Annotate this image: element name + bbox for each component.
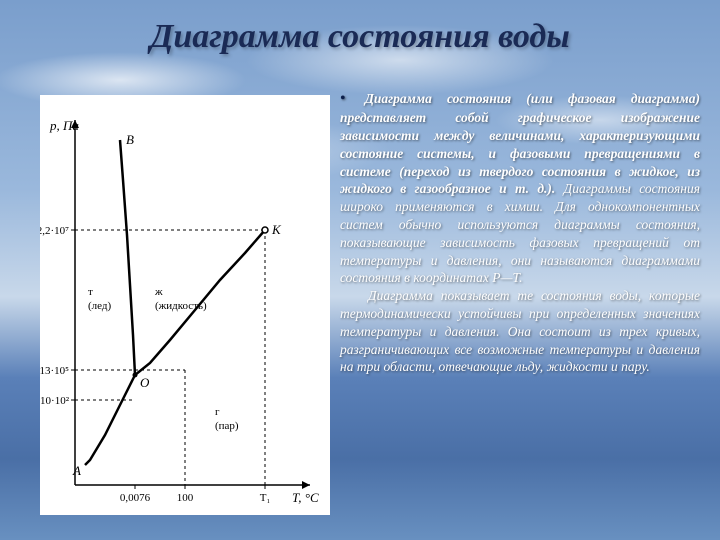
body-text: • Диаграмма состояния (или фазовая диагр… (340, 88, 700, 376)
svg-text:K: K (271, 222, 282, 237)
bullet-icon: • (340, 90, 346, 107)
para2: Диаграмма показывает те состояния воды, … (340, 288, 700, 374)
svg-text:т: т (88, 286, 93, 298)
svg-text:T, °C: T, °C (292, 490, 319, 505)
svg-text:6,10·10²: 6,10·10² (40, 395, 70, 407)
svg-text:(лед): (лед) (88, 300, 111, 312)
svg-text:p, Па: p, Па (49, 118, 79, 133)
svg-text:г: г (215, 406, 220, 418)
svg-text:B: B (126, 132, 134, 147)
svg-text:(пар): (пар) (215, 420, 239, 432)
svg-text:(жидкость): (жидкость) (155, 300, 207, 312)
svg-text:A: A (72, 463, 81, 478)
para1-rest: Диаграммы состояния широко применяются в… (340, 181, 700, 285)
svg-text:ж: ж (154, 286, 163, 298)
svg-text:0,0076: 0,0076 (120, 492, 151, 504)
phase-diagram: p, Па T, °C O K A B 6,10·10² 1,013·10⁵ 2,2·10⁷ 0,… (40, 95, 330, 515)
svg-text:T₁: T₁ (260, 492, 271, 504)
svg-text:O: O (140, 375, 150, 390)
svg-text:2,2·10⁷: 2,2·10⁷ (40, 225, 69, 237)
svg-text:1,013·10⁵: 1,013·10⁵ (40, 365, 69, 377)
svg-text:100: 100 (177, 492, 194, 504)
slide-title: Диаграмма состояния воды (0, 18, 720, 56)
